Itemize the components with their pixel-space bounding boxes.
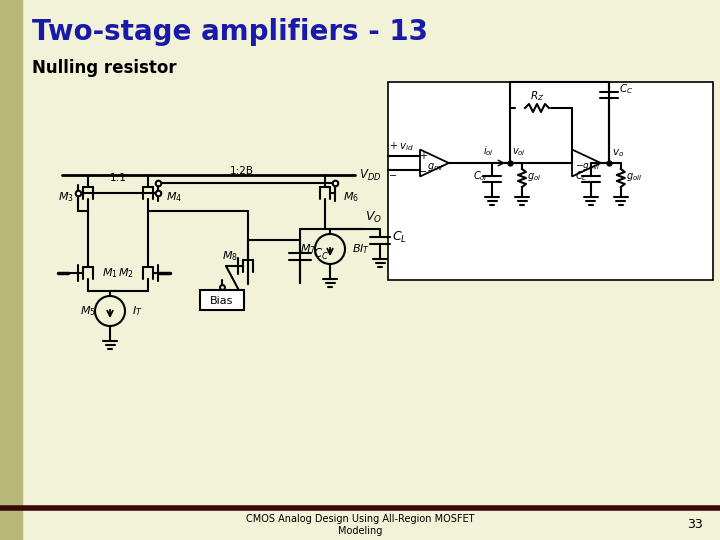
Text: $C_C$: $C_C$ [618, 82, 633, 96]
Bar [388, 82, 713, 280]
Bar [0, 0, 22, 540]
Text: $C_L$: $C_L$ [575, 169, 587, 183]
Text: $M_4$: $M_4$ [166, 190, 182, 204]
Text: $R_Z$: $R_Z$ [530, 89, 544, 103]
Text: +: + [419, 151, 427, 161]
Text: +: + [389, 141, 397, 151]
FancyBboxPatch shape [200, 290, 244, 310]
Text: $M_5$: $M_5$ [80, 304, 96, 318]
Text: $-$: $-$ [418, 165, 428, 175]
Text: $v_o$: $v_o$ [612, 147, 624, 159]
Text: $M_7$: $M_7$ [300, 242, 316, 256]
Text: 1:2B: 1:2B [230, 166, 253, 176]
Text: $C_{oI}$: $C_{oI}$ [473, 169, 488, 183]
Text: CMOS Analog Design Using All-Region MOSFET
Modeling: CMOS Analog Design Using All-Region MOSF… [246, 514, 474, 536]
Text: Bias: Bias [210, 296, 234, 306]
Text: $M_8$: $M_8$ [222, 249, 238, 263]
Text: Nulling resistor: Nulling resistor [32, 59, 176, 77]
Text: $v_{oI}$: $v_{oI}$ [512, 146, 526, 158]
Text: $g_{oII}$: $g_{oII}$ [626, 171, 642, 183]
Text: $I_T$: $I_T$ [132, 304, 143, 318]
Text: 1:1: 1:1 [109, 173, 127, 183]
Text: $M_1$: $M_1$ [102, 266, 118, 280]
Text: $C_L$: $C_L$ [392, 230, 407, 245]
Text: $V_O$: $V_O$ [365, 210, 382, 225]
Text: Two-stage amplifiers - 13: Two-stage amplifiers - 13 [32, 18, 428, 46]
Text: $BI_T$: $BI_T$ [352, 242, 370, 256]
Text: $C_C$: $C_C$ [313, 247, 329, 262]
Text: $v_{id}$: $v_{id}$ [399, 141, 413, 153]
Text: $i_{oI}$: $i_{oI}$ [482, 144, 493, 158]
Text: $M_3$: $M_3$ [58, 190, 74, 204]
Text: $g_{mI}$: $g_{mI}$ [427, 161, 444, 173]
Text: $-$: $-$ [388, 169, 397, 179]
Text: $g_{oI}$: $g_{oI}$ [527, 171, 541, 183]
Text: 33: 33 [687, 518, 703, 531]
Text: $V_{DD}$: $V_{DD}$ [359, 167, 382, 183]
Text: $M_6$: $M_6$ [343, 190, 359, 204]
Text: $-g_{mII}$: $-g_{mII}$ [575, 161, 600, 172]
Text: $M_2$: $M_2$ [118, 266, 134, 280]
